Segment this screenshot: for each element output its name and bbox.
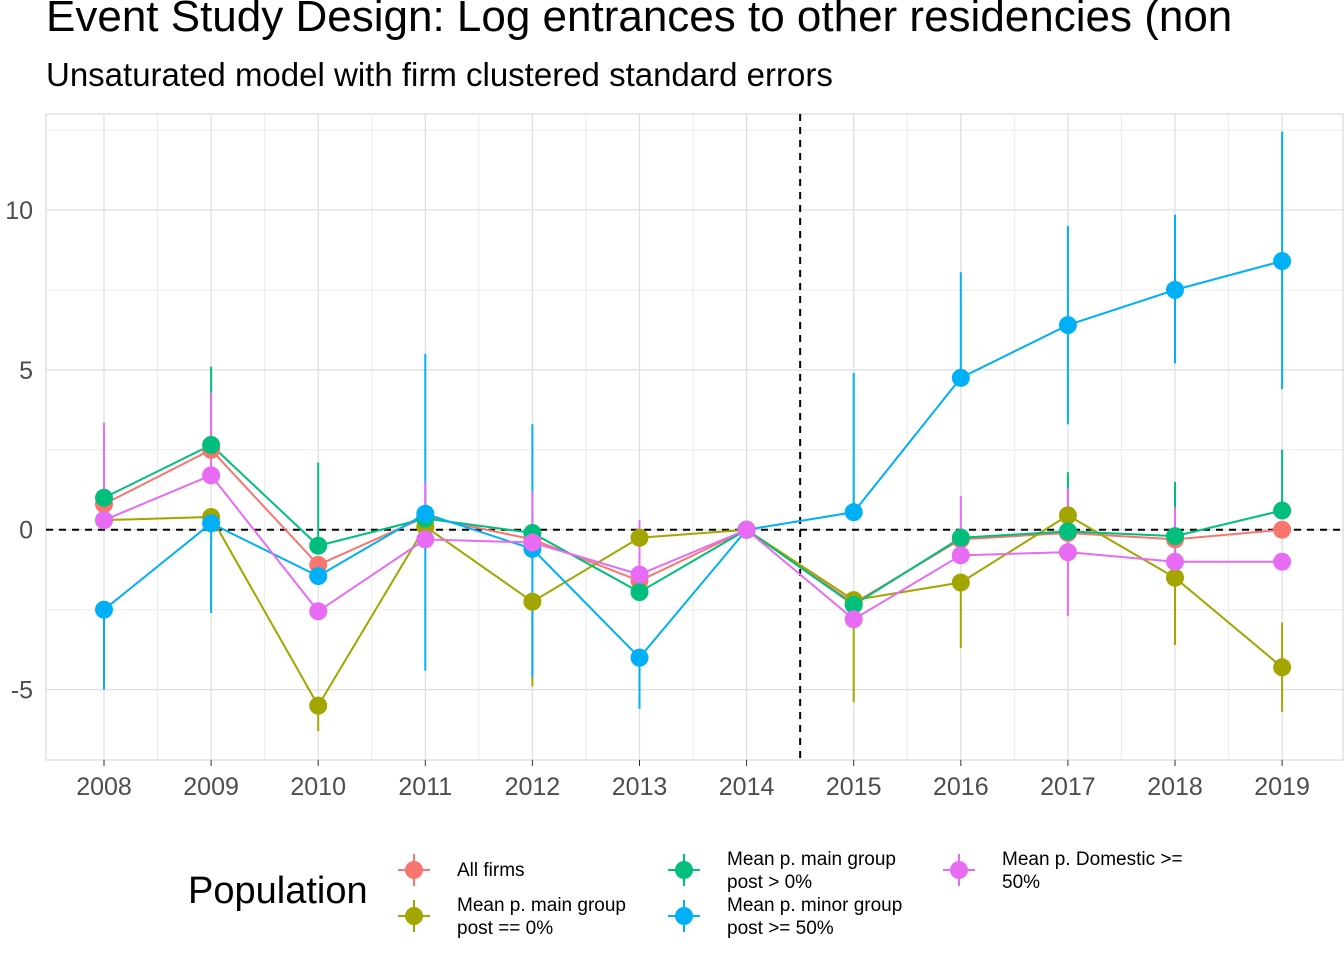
data-point <box>630 583 649 602</box>
y-tick-label: 5 <box>19 357 33 385</box>
data-point <box>630 528 649 547</box>
series-line <box>103 514 1283 708</box>
x-tick-label: 2019 <box>1254 773 1310 801</box>
x-tick-label: 2014 <box>719 773 775 801</box>
data-point <box>95 488 113 507</box>
data-point <box>737 520 756 539</box>
x-tick-label: 2016 <box>933 773 989 801</box>
legend-key-point <box>405 907 423 925</box>
series-line <box>103 443 1283 607</box>
data-point <box>1166 527 1184 546</box>
x-tick-label: 2013 <box>612 773 668 801</box>
legend-label: Mean p. main group post > 0% <box>727 849 896 893</box>
data-point <box>630 648 649 667</box>
data-point <box>1273 501 1292 520</box>
chart-subtitle: Unsaturated model with firm clustered st… <box>46 56 833 93</box>
data-point <box>1058 543 1077 562</box>
data-point <box>95 511 113 530</box>
series-line <box>103 448 1283 605</box>
data-point <box>630 565 649 584</box>
x-tick-label: 2008 <box>76 773 132 801</box>
data-point <box>202 514 221 533</box>
data-point <box>1058 316 1077 335</box>
legend-key <box>943 854 975 886</box>
data-point <box>523 592 542 611</box>
x-tick-label: 2017 <box>1040 773 1096 801</box>
data-point <box>951 573 970 592</box>
x-tick-label: 2010 <box>290 773 346 801</box>
data-point <box>951 368 970 387</box>
y-tick-label: 0 <box>19 517 33 545</box>
data-point <box>309 536 328 555</box>
data-point <box>202 466 221 485</box>
data-point <box>1273 552 1292 571</box>
legend-key <box>668 900 700 932</box>
data-point <box>1273 252 1292 271</box>
data-point <box>844 595 863 614</box>
x-tick-label: 2015 <box>826 773 882 801</box>
legend-key-point <box>950 861 968 879</box>
data-point <box>1058 522 1077 541</box>
data-point <box>951 546 970 565</box>
y-tick-label: 10 <box>5 197 33 225</box>
data-point <box>202 435 221 454</box>
series-line <box>103 474 1283 621</box>
data-point <box>309 567 328 586</box>
data-point <box>95 600 113 619</box>
x-tick-label: 2012 <box>505 773 561 801</box>
plot-panel <box>45 113 1344 761</box>
x-tick-label: 2011 <box>398 773 452 801</box>
legend-key <box>398 854 430 886</box>
data-point <box>844 610 863 629</box>
data-point <box>1058 506 1077 525</box>
legend-key-point <box>405 861 423 879</box>
data-point <box>309 696 328 715</box>
data-point <box>1273 520 1292 539</box>
chart-title: Event Study Design: Log entrances to oth… <box>46 0 1233 41</box>
legend-label: Mean p. minor group post >= 50% <box>727 895 903 939</box>
legend-key <box>398 900 430 932</box>
series-line <box>103 260 1283 660</box>
legend-key-point <box>675 861 693 879</box>
data-point <box>951 528 970 547</box>
data-point <box>1166 552 1184 571</box>
y-tick-label: -5 <box>11 677 33 705</box>
legend-key <box>668 854 700 886</box>
data-point <box>1166 568 1184 587</box>
data-point <box>416 530 435 549</box>
legend-label: Mean p. Domestic >= 50% <box>1002 849 1183 893</box>
legend-label: Mean p. main group post == 0% <box>457 895 626 939</box>
legend-key-point <box>675 907 693 925</box>
x-tick-label: 2018 <box>1147 773 1203 801</box>
data-point <box>1166 280 1184 299</box>
legend-label: All firms <box>457 860 525 881</box>
data-point <box>844 503 863 522</box>
data-point <box>523 533 542 552</box>
data-point <box>416 504 435 523</box>
data-point <box>309 602 328 621</box>
x-tick-label: 2009 <box>183 773 239 801</box>
legend-title: Population <box>188 870 368 912</box>
data-point <box>1273 658 1292 677</box>
